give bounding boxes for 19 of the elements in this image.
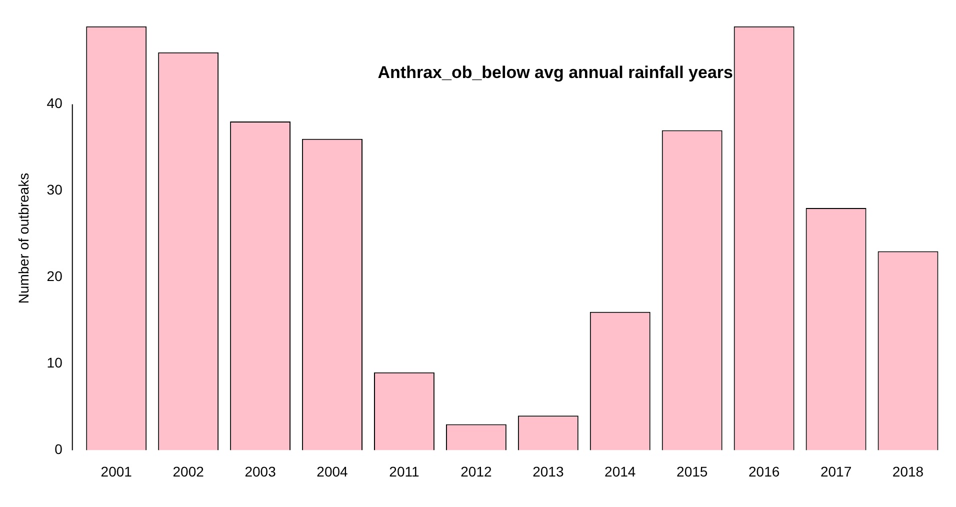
x-tick-label: 2003 (244, 463, 276, 480)
x-tick-label: 2018 (892, 463, 924, 480)
x-tick-label: 2011 (389, 463, 420, 480)
x-tick-label: 2017 (820, 463, 852, 480)
x-tick-label: 2014 (604, 463, 636, 480)
text: Anthrax_ob_below avg annual rainfall years (378, 63, 733, 82)
x-tick-label: 2015 (676, 463, 708, 480)
x-tick-label: 2013 (532, 463, 564, 480)
y-tick-label: 40 (46, 95, 63, 112)
x-tick-label: 2001 (100, 463, 132, 480)
x-tick-label: 2004 (316, 463, 348, 480)
y-tick-label: 20 (46, 268, 63, 284)
x-tick-label: 2012 (460, 463, 492, 480)
y-tick-label: 0 (54, 441, 63, 458)
x-tick-label: 2016 (748, 463, 780, 480)
y-axis-title: Number of outbreaks (15, 172, 32, 304)
y-tick-label: 30 (46, 182, 63, 198)
x-tick-label: 2002 (172, 463, 204, 480)
y-tick-label: 10 (46, 354, 63, 371)
